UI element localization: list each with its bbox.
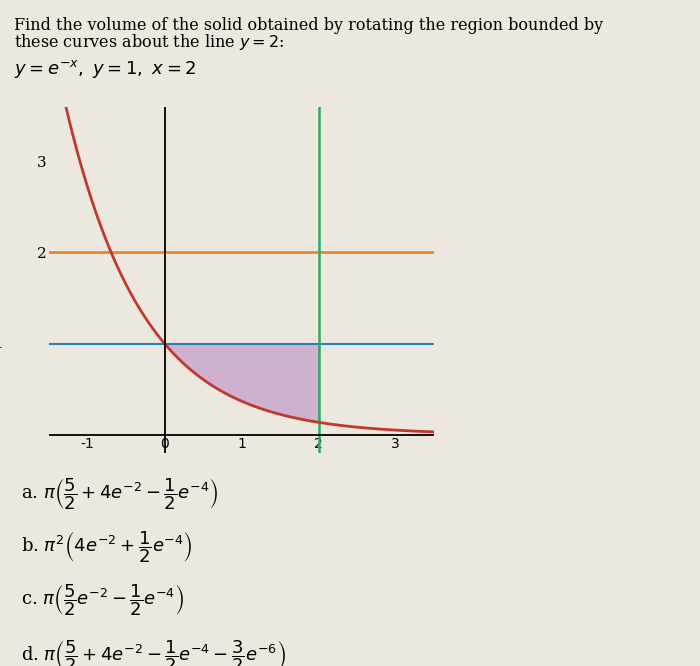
Text: $y = e^{-x},\ y = 1,\ x = 2$: $y = e^{-x},\ y = 1,\ x = 2$: [14, 58, 197, 80]
Text: 1: 1: [0, 336, 3, 350]
Text: these curves about the line $y = 2$:: these curves about the line $y = 2$:: [14, 32, 284, 52]
Text: a. $\pi \left(\dfrac{5}{2} + 4e^{-2} - \dfrac{1}{2}e^{-4}\right)$: a. $\pi \left(\dfrac{5}{2} + 4e^{-2} - \…: [21, 476, 218, 512]
Text: c. $\pi \left(\dfrac{5}{2}e^{-2} - \dfrac{1}{2}e^{-4}\right)$: c. $\pi \left(\dfrac{5}{2}e^{-2} - \dfra…: [21, 583, 184, 619]
Text: Find the volume of the solid obtained by rotating the region bounded by: Find the volume of the solid obtained by…: [14, 17, 603, 34]
Text: d. $\pi \left(\dfrac{5}{2} + 4e^{-2} - \dfrac{1}{2}e^{-4} - \dfrac{3}{2}e^{-6}\r: d. $\pi \left(\dfrac{5}{2} + 4e^{-2} - \…: [21, 638, 286, 666]
Text: b. $\pi^2 \left(4e^{-2} + \dfrac{1}{2}e^{-4}\right)$: b. $\pi^2 \left(4e^{-2} + \dfrac{1}{2}e^…: [21, 529, 193, 565]
